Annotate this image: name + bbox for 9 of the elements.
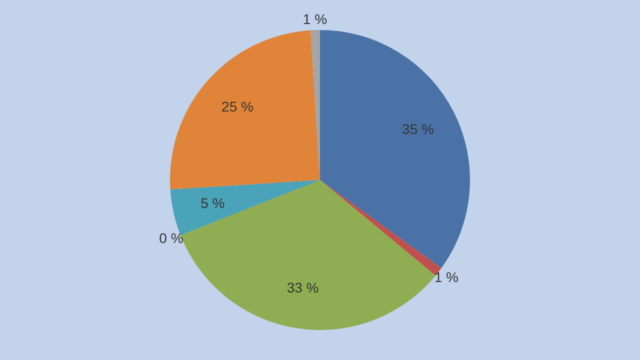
- data-label: 33 %: [286, 280, 319, 296]
- data-label: 1 %: [302, 11, 328, 28]
- data-label: 1 %: [434, 269, 458, 286]
- pie-slice: [320, 30, 470, 268]
- data-label: 5 %: [200, 194, 225, 211]
- pie-slice: [170, 30, 320, 190]
- data-label: 35 %: [402, 121, 434, 138]
- data-label: 25 %: [222, 98, 254, 114]
- text: 0 %: [159, 230, 184, 246]
